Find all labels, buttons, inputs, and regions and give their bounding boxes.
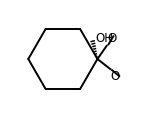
Text: O: O xyxy=(111,70,120,82)
Text: O: O xyxy=(107,32,116,45)
Text: OH: OH xyxy=(96,32,114,45)
